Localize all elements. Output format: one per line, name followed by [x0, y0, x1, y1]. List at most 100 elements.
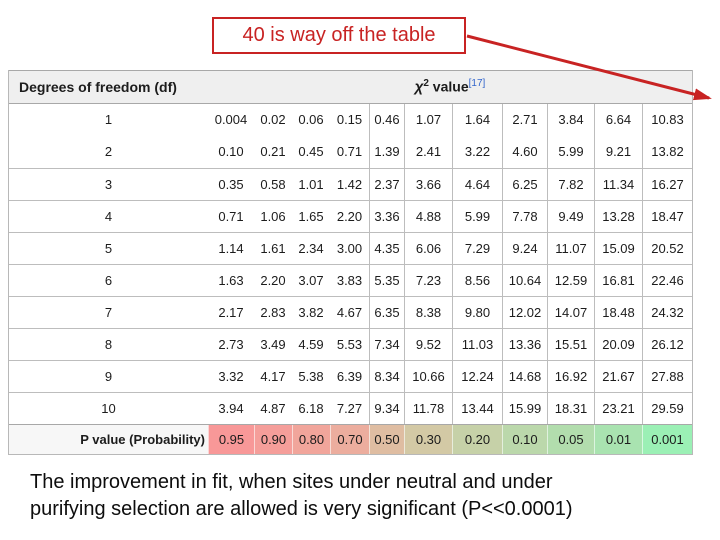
- chi2-value-cell: 0.06: [298, 112, 324, 127]
- chi2-value-cell: 11.34: [594, 169, 642, 200]
- chi2-value-cell: 2.17: [218, 305, 244, 320]
- p-value-cell: 0.70: [330, 425, 369, 454]
- df-column-header: Degrees of freedom (df): [19, 79, 177, 95]
- table-row: 5 1.14 1.61 2.34 3.00 4.35 6.06 7.29 9.24 11.07 15…: [9, 232, 692, 264]
- df-cell: 4: [104, 209, 113, 224]
- chi2-value-cell: 4.87: [260, 401, 286, 416]
- chi2-value-cell: 1.42: [336, 177, 363, 192]
- p-value-cell: 0.10: [502, 425, 547, 454]
- chi2-value-cell: 16.92: [547, 361, 594, 392]
- chi2-value-cell: 1.01: [298, 177, 324, 192]
- p-value-cell: 0.80: [292, 425, 330, 454]
- chi2-value-cell: 4.64: [452, 169, 502, 200]
- chi2-value-cell: 15.51: [547, 329, 594, 360]
- chi2-value-cell: 7.23: [404, 265, 452, 296]
- chi2-value-cell: 9.49: [547, 201, 594, 232]
- chi2-value-cell: 4.67: [336, 305, 363, 320]
- df-cell: 6: [104, 273, 113, 288]
- p-value-cell: 0.001: [642, 425, 692, 454]
- chi2-value-cell: 6.25: [502, 169, 547, 200]
- chi2-value-cell: 13.28: [594, 201, 642, 232]
- chi2-value-cell: 5.53: [336, 337, 363, 352]
- p-value-row: P value (Probability) 0.95 0.90 0.80 0.70 0.…: [9, 424, 692, 454]
- chi2-value-cell: 1.65: [298, 209, 324, 224]
- annotation-callout: 40 is way off the table: [212, 17, 466, 54]
- p-value-cell: 0.20: [452, 425, 502, 454]
- table-row: 1 0.004 0.02 0.06 0.15 0.46 1.07 1.64 2.71 3.84 6.…: [9, 104, 692, 136]
- chi2-value-cell: 0.35: [218, 177, 244, 192]
- chi2-value-cell: 23.21: [594, 393, 642, 424]
- chi2-value-cell: 9.52: [404, 329, 452, 360]
- chi2-value-cell: 11.78: [404, 393, 452, 424]
- chi2-value-cell: 10.64: [502, 265, 547, 296]
- chi2-value-cell: 9.21: [594, 136, 642, 168]
- chi2-value-cell: 1.63: [218, 273, 244, 288]
- chi2-value-cell: 11.07: [547, 233, 594, 264]
- chi2-value-cell: 2.71: [502, 104, 547, 136]
- chi2-value-cell: 1.39: [369, 136, 404, 168]
- chi2-value-cell: 4.35: [369, 233, 404, 264]
- table-body: 1 0.004 0.02 0.06 0.15 0.46 1.07 1.64 2.71 3.84 6.…: [9, 104, 692, 424]
- p-value-cell: 0.50: [369, 425, 404, 454]
- df-cell: 5: [104, 241, 113, 256]
- df-cell: 3: [104, 177, 113, 192]
- chi2-value-cell: 16.27: [642, 169, 692, 200]
- chi2-value-cell: 29.59: [642, 393, 692, 424]
- chi2-value-cell: 2.83: [260, 305, 286, 320]
- chi2-value-cell: 10.83: [642, 104, 692, 136]
- chi2-value-cell: 3.94: [218, 401, 244, 416]
- chi2-value-cell: 7.29: [452, 233, 502, 264]
- chi2-value-cell: 18.31: [547, 393, 594, 424]
- chi2-value-cell: 9.24: [502, 233, 547, 264]
- chi2-value-cell: 13.82: [642, 136, 692, 168]
- p-value-cell: 0.90: [254, 425, 292, 454]
- chi2-value-cell: 14.07: [547, 297, 594, 328]
- chi2-value-cell: 14.68: [502, 361, 547, 392]
- chi2-value-cell: 5.38: [298, 369, 324, 384]
- chi2-value-cell: 11.03: [452, 329, 502, 360]
- chi2-value-cell: 1.64: [452, 104, 502, 136]
- chi2-value-cell: 1.14: [218, 241, 244, 256]
- caption-line-1: The improvement in fit, when sites under…: [30, 471, 553, 493]
- chi2-value-cell: 7.34: [369, 329, 404, 360]
- chi2-value-cell: 10.66: [404, 361, 452, 392]
- chi2-value-cell: 6.18: [298, 401, 324, 416]
- df-cell: 10: [101, 401, 116, 416]
- chi2-value-cell: 0.10: [218, 144, 244, 159]
- chi2-value-cell: 0.58: [260, 177, 286, 192]
- df-cell: 1: [104, 112, 113, 127]
- chi2-value-cell: 5.99: [547, 136, 594, 168]
- chi2-value-cell: 3.83: [336, 273, 363, 288]
- table-header-row: Degrees of freedom (df) χ2 value[17]: [9, 70, 692, 104]
- chi2-value-cell: 12.02: [502, 297, 547, 328]
- chi2-value-cell: 8.56: [452, 265, 502, 296]
- p-value-cell: 0.05: [547, 425, 594, 454]
- chi2-value-cell: 3.07: [298, 273, 324, 288]
- chi-squared-table: Degrees of freedom (df) χ2 value[17] 1 0.…: [8, 70, 693, 455]
- chi2-value-cell: 3.66: [404, 169, 452, 200]
- table-row: 4 0.71 1.06 1.65 2.20 3.36 4.88 5.99 7.78 9.49 13.…: [9, 200, 692, 232]
- chi2-value-cell: 24.32: [642, 297, 692, 328]
- chi2-value-cell: 6.64: [594, 104, 642, 136]
- chi2-value-cell: 26.12: [642, 329, 692, 360]
- chi2-value-cell: 3.22: [452, 136, 502, 168]
- table-row: 2 0.10 0.21 0.45 0.71 1.39 2.41 3.22 4.60 5.99 9.2…: [9, 136, 692, 168]
- chi2-value-cell: 12.59: [547, 265, 594, 296]
- chi2-value-cell: 0.004: [214, 112, 248, 127]
- chi2-value-cell: 3.36: [369, 201, 404, 232]
- df-cell: 8: [104, 337, 113, 352]
- p-value-cell: 0.30: [404, 425, 452, 454]
- chi2-value-cell: 2.41: [404, 136, 452, 168]
- chi2-value-cell: 4.60: [502, 136, 547, 168]
- chi2-value-cell: 8.38: [404, 297, 452, 328]
- reference-link: [17]: [468, 78, 486, 90]
- chi2-value-cell: 7.78: [502, 201, 547, 232]
- chi2-value-cell: 2.37: [369, 169, 404, 200]
- p-value-row-label: P value (Probability): [9, 425, 208, 454]
- chi2-value-cell: 3.49: [260, 337, 286, 352]
- chi2-value-cell: 7.82: [547, 169, 594, 200]
- chi2-value-cell: 0.46: [369, 104, 404, 136]
- chi2-value-cell: 2.20: [260, 273, 286, 288]
- chi2-value-cell: 0.02: [260, 112, 286, 127]
